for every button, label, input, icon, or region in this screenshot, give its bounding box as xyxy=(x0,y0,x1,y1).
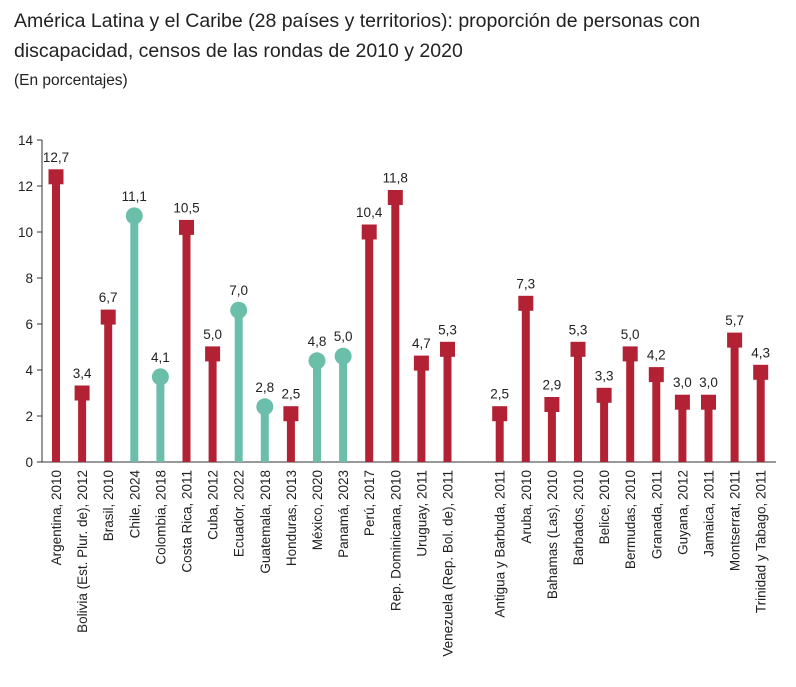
data-label-antigua-y-barbuda-2011: 2,5 xyxy=(490,387,509,402)
marker-circle-mexico-2020 xyxy=(308,352,326,370)
marker-square-costa-rica-2011 xyxy=(179,219,194,235)
data-label-belice-2010: 3,3 xyxy=(595,368,614,383)
marker-square-bolivia-est-plur-de-2012 xyxy=(74,385,90,401)
data-label-panama-2023: 5,0 xyxy=(334,329,353,344)
data-label-chile-2024: 11,1 xyxy=(122,189,147,204)
x-label-montserrat-2011: Montserrat, 2011 xyxy=(728,470,743,571)
x-label-trinidad-y-tabago-2011: Trinidad y Tabago, 2011 xyxy=(754,470,769,613)
marker-square-antigua-y-barbuda-2011 xyxy=(492,406,508,422)
data-label-guyana-2012: 3,0 xyxy=(673,375,692,390)
x-label-jamaica-2011: Jamaica, 2011 xyxy=(702,470,717,557)
marker-square-rep-dominicana-2010 xyxy=(387,190,403,205)
y-tick-label: 12 xyxy=(18,179,33,194)
y-tick-label: 0 xyxy=(25,455,33,470)
x-label-honduras-2013: Honduras, 2013 xyxy=(284,470,299,566)
data-label-brasil-2010: 6,7 xyxy=(99,290,118,305)
data-label-bahamas-las-2010: 2,9 xyxy=(543,378,562,393)
data-label-barbados-2010: 5,3 xyxy=(569,322,588,337)
marker-square-cuba-2012 xyxy=(205,346,221,362)
x-label-costa-rica-2011: Costa Rica, 2011 xyxy=(180,470,195,573)
marker-circle-chile-2024 xyxy=(125,207,143,225)
data-label-uruguay-2011: 4,7 xyxy=(412,336,431,351)
data-label-rep-dominicana-2010: 11,8 xyxy=(383,171,408,186)
x-label-brasil-2010: Brasil, 2010 xyxy=(101,470,116,541)
marker-circle-ecuador-2022 xyxy=(230,301,248,319)
marker-square-granada-2011 xyxy=(648,367,664,383)
marker-circle-colombia-2018 xyxy=(151,368,169,386)
y-tick-label: 14 xyxy=(18,133,34,148)
x-label-bahamas-las-2010: Bahamas (Las), 2010 xyxy=(545,470,560,599)
stems-group xyxy=(52,176,765,462)
data-label-colombia-2018: 4,1 xyxy=(151,350,170,365)
data-label-trinidad-y-tabago-2011: 4,3 xyxy=(751,345,770,360)
y-axis: 0 2 4 6 8 10 12 14 xyxy=(18,133,43,470)
marker-square-bahamas-las-2010 xyxy=(544,397,560,412)
marker-square-venezuela-rep-bol-de-2011 xyxy=(440,341,455,357)
x-labels-group: Argentina, 2010 Bolivia (Est. Plur. de), … xyxy=(49,470,769,657)
marker-square-barbados-2010 xyxy=(570,341,586,357)
y-tick-label: 4 xyxy=(25,363,33,378)
y-tick-label: 6 xyxy=(25,317,33,332)
y-tick-label: 10 xyxy=(18,225,33,240)
x-label-belice-2010: Belice, 2010 xyxy=(597,470,612,544)
data-label-montserrat-2011: 5,7 xyxy=(725,313,744,328)
x-label-bermudas-2010: Bermudas, 2010 xyxy=(623,470,638,569)
y-tick-label: 2 xyxy=(25,409,33,424)
x-label-rep-dominicana-2010: Rep. Dominicana, 2010 xyxy=(388,470,403,611)
x-label-bolivia-est-plur-de-2012: Bolivia (Est. Plur. de), 2012 xyxy=(75,470,90,633)
x-label-aruba-2010: Aruba, 2010 xyxy=(519,470,534,544)
marker-circle-panama-2023 xyxy=(334,347,352,365)
data-label-mexico-2020: 4,8 xyxy=(308,334,327,349)
chart-subtitle: (En porcentajes) xyxy=(14,72,128,89)
data-label-aruba-2010: 7,3 xyxy=(516,276,535,291)
x-label-argentina-2010: Argentina, 2010 xyxy=(49,470,64,565)
marker-square-uruguay-2011 xyxy=(413,355,429,371)
data-label-bermudas-2010: 5,0 xyxy=(621,327,640,342)
marker-square-peru-2017 xyxy=(361,224,377,240)
data-label-granada-2011: 4,2 xyxy=(647,348,666,363)
x-label-mexico-2020: México, 2020 xyxy=(310,470,325,550)
markers-group xyxy=(48,169,769,422)
marker-square-montserrat-2011 xyxy=(727,332,743,348)
x-label-barbados-2010: Barbados, 2010 xyxy=(571,470,586,565)
data-label-ecuador-2022: 7,0 xyxy=(229,283,248,298)
x-label-uruguay-2011: Uruguay, 2011 xyxy=(414,470,429,557)
marker-square-guyana-2012 xyxy=(674,394,690,410)
x-label-colombia-2018: Colombia, 2018 xyxy=(153,470,168,565)
x-label-panama-2023: Panamá, 2023 xyxy=(336,470,351,558)
data-label-cuba-2012: 5,0 xyxy=(203,327,222,342)
x-label-guatemala-2018: Guatemala, 2018 xyxy=(258,470,273,574)
x-label-ecuador-2022: Ecuador, 2022 xyxy=(232,470,247,557)
x-label-guyana-2012: Guyana, 2012 xyxy=(675,470,690,555)
x-label-antigua-y-barbuda-2011: Antigua y Barbuda, 2011 xyxy=(493,470,508,618)
chart-title: América Latina y el Caribe (28 países y … xyxy=(14,10,701,62)
x-label-chile-2024: Chile, 2024 xyxy=(127,470,142,539)
data-label-honduras-2013: 2,5 xyxy=(282,387,301,402)
marker-square-aruba-2010 xyxy=(518,295,534,311)
data-label-bolivia-est-plur-de-2012: 3,4 xyxy=(73,366,92,381)
marker-square-jamaica-2011 xyxy=(701,394,716,410)
data-label-argentina-2010: 12,7 xyxy=(43,150,69,165)
x-label-cuba-2012: Cuba, 2012 xyxy=(206,470,221,540)
marker-square-brasil-2010 xyxy=(100,309,116,325)
x-label-venezuela-rep-bol-de-2011: Venezuela (Rep. Bol. de), 2011 xyxy=(441,470,456,657)
marker-square-belice-2010 xyxy=(596,387,612,403)
marker-square-honduras-2013 xyxy=(283,406,299,422)
data-labels-group: 12,7 3,4 6,7 11,1 4,1 10,5 5,0 7,0 2,8 2,5 4,8 5,0 1… xyxy=(43,150,770,402)
x-label-granada-2011: Granada, 2011 xyxy=(649,470,664,559)
data-label-peru-2017: 10,4 xyxy=(356,205,383,220)
data-label-jamaica-2011: 3,0 xyxy=(699,375,718,390)
x-label-peru-2017: Perú, 2017 xyxy=(362,470,377,536)
marker-square-bermudas-2010 xyxy=(622,346,638,362)
data-label-costa-rica-2011: 10,5 xyxy=(173,200,199,215)
data-label-venezuela-rep-bol-de-2011: 5,3 xyxy=(438,322,457,337)
marker-square-trinidad-y-tabago-2011 xyxy=(753,364,769,380)
marker-square-argentina-2010 xyxy=(48,169,64,185)
marker-circle-guatemala-2018 xyxy=(256,398,274,416)
y-tick-label: 8 xyxy=(25,271,33,286)
data-label-guatemala-2018: 2,8 xyxy=(255,380,274,395)
